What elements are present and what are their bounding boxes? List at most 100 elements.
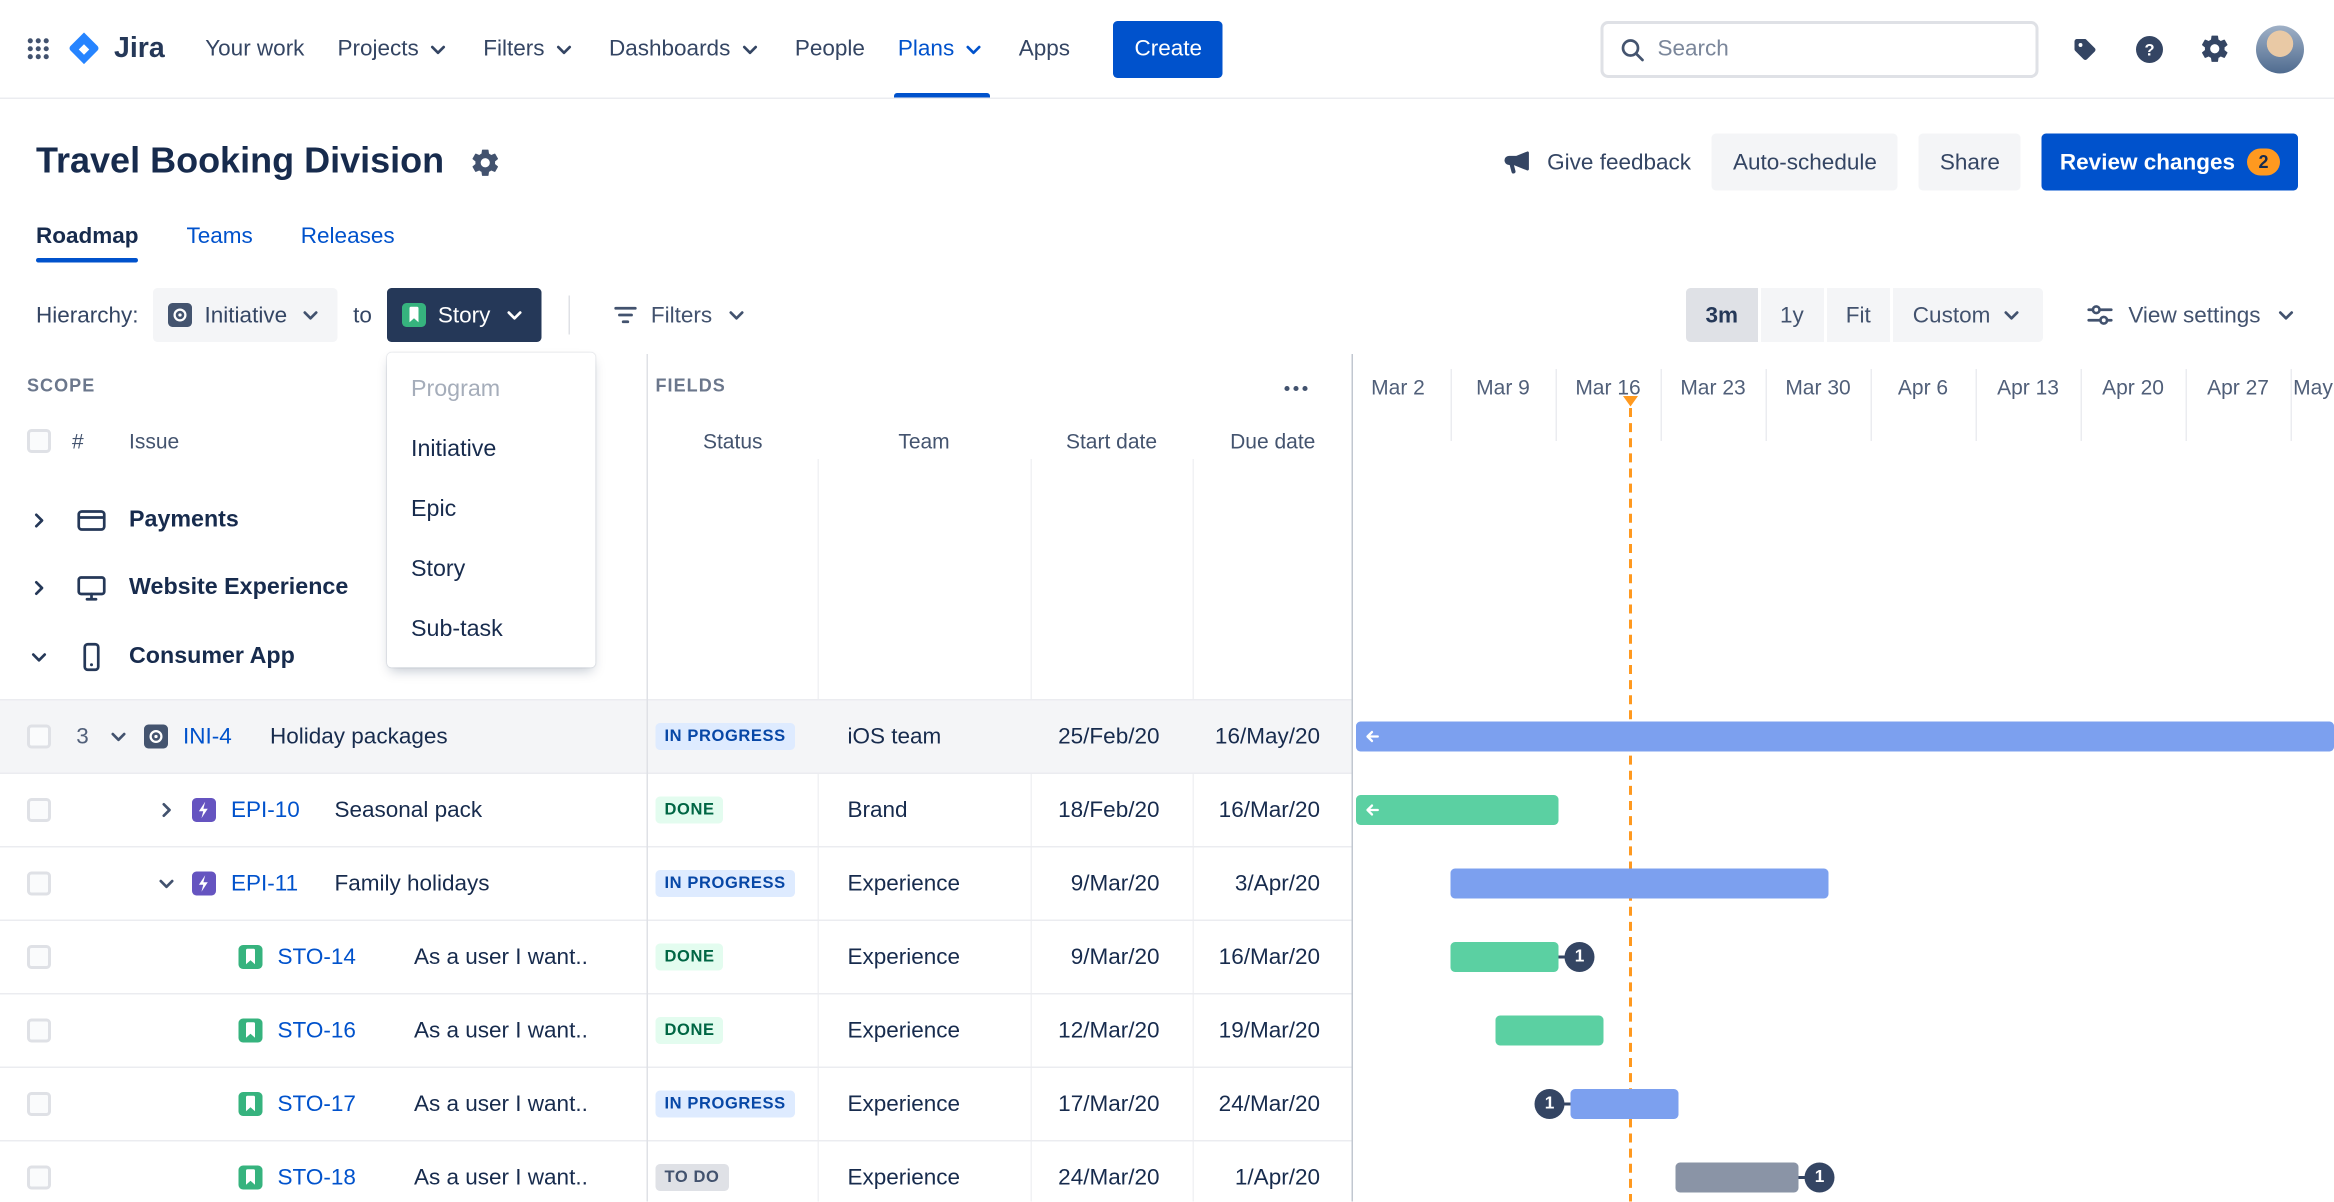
row-checkbox[interactable]: [27, 1018, 51, 1043]
menu-item-sub-task[interactable]: Sub-task: [411, 616, 503, 643]
view-settings-dropdown[interactable]: View settings: [2085, 300, 2298, 330]
hierarchy-level-menu: Program Initiative Epic Story Sub-task: [387, 352, 596, 668]
status-lozenge[interactable]: IN PROGRESS: [655, 723, 795, 750]
help-button[interactable]: ?: [2126, 25, 2174, 73]
timeline-bar-sto-18[interactable]: [1675, 1162, 1799, 1193]
auto-schedule-button[interactable]: Auto-schedule: [1712, 133, 1898, 191]
chevron-down-icon: [502, 303, 526, 327]
team-cell: Experience: [847, 1164, 961, 1191]
timeline-bar-ini-4[interactable]: [1356, 721, 2334, 752]
share-button[interactable]: Share: [1918, 133, 2021, 191]
timeline-bar-sto-16[interactable]: [1495, 1015, 1604, 1046]
status-lozenge[interactable]: DONE: [655, 796, 724, 824]
gear-icon: [470, 146, 502, 178]
dependency-badge[interactable]: 1: [1804, 1162, 1835, 1193]
nav-item-your-work[interactable]: Your work: [189, 0, 321, 98]
menu-item-initiative[interactable]: Initiative: [411, 436, 497, 463]
nav-item-plans[interactable]: Plans: [881, 0, 1002, 98]
menu-item-story[interactable]: Story: [411, 556, 466, 583]
row-checkbox[interactable]: [27, 945, 51, 969]
row-checkbox[interactable]: [27, 1092, 51, 1116]
create-button[interactable]: Create: [1113, 20, 1224, 78]
zoom-fit[interactable]: Fit: [1826, 288, 1891, 342]
timeline-bar-sto-17[interactable]: [1570, 1089, 1679, 1119]
chevron-down-icon: [2274, 303, 2298, 327]
zoom-3m[interactable]: 3m: [1686, 288, 1758, 342]
epic-type-icon: [192, 871, 216, 896]
tag-button[interactable]: [2063, 26, 2108, 71]
fields-more-button[interactable]: [1274, 366, 1319, 411]
timeline-bar-sto-14[interactable]: [1450, 942, 1559, 972]
timeline-week-label: Apr 13: [1997, 375, 2059, 399]
jira-brand[interactable]: Jira: [65, 29, 165, 68]
issue-key-link[interactable]: STO-18: [277, 1164, 356, 1191]
nav-item-projects[interactable]: Projects: [321, 0, 467, 98]
status-lozenge[interactable]: TO DO: [655, 1164, 729, 1191]
nav-item-filters[interactable]: Filters: [467, 0, 593, 98]
timeline-bar-epi-10[interactable]: [1356, 795, 1559, 825]
nav-item-people[interactable]: People: [778, 0, 881, 98]
menu-item-epic[interactable]: Epic: [411, 496, 457, 523]
issue-key-link[interactable]: STO-16: [277, 1017, 356, 1044]
status-lozenge[interactable]: DONE: [655, 943, 724, 971]
collapse-row-icon[interactable]: [155, 872, 179, 896]
row-checkbox[interactable]: [27, 724, 51, 749]
row-checkbox[interactable]: [27, 1165, 51, 1190]
tab-roadmap[interactable]: Roadmap: [36, 204, 140, 267]
filters-dropdown[interactable]: Filters: [597, 288, 763, 342]
start-date-cell: 24/Mar/20: [1058, 1164, 1160, 1191]
fields-section-label: FIELDS: [655, 375, 726, 396]
menu-item-program[interactable]: Program: [411, 376, 501, 403]
nav-item-apps[interactable]: Apps: [1002, 0, 1086, 98]
status-lozenge[interactable]: IN PROGRESS: [655, 870, 795, 897]
dependency-badge[interactable]: 1: [1564, 942, 1595, 972]
expand-row-icon[interactable]: [155, 798, 179, 822]
nav-item-label: Projects: [337, 36, 419, 62]
app-switcher-button[interactable]: [18, 29, 59, 70]
issue-summary: Family holidays: [334, 870, 490, 897]
zoom-custom[interactable]: Custom: [1893, 288, 2043, 342]
expand-group-icon[interactable]: [27, 576, 51, 600]
expand-group-icon[interactable]: [27, 509, 51, 533]
issue-key-link[interactable]: EPI-11: [231, 870, 299, 897]
start-date-cell: 17/Mar/20: [1058, 1091, 1160, 1117]
issue-key-link[interactable]: EPI-10: [231, 797, 300, 823]
scope-row-epi-10: EPI-10 Seasonal pack: [0, 772, 647, 847]
collapse-group-icon[interactable]: [27, 645, 51, 669]
row-checkbox[interactable]: [27, 871, 51, 896]
review-changes-button[interactable]: Review changes 2: [2041, 133, 2298, 191]
search-input[interactable]: [1657, 36, 2021, 62]
select-all-checkbox[interactable]: [27, 429, 51, 453]
plan-settings-button[interactable]: [462, 139, 509, 186]
issue-key-link[interactable]: STO-14: [277, 944, 356, 970]
fields-column-header-due-date: Due date: [1230, 429, 1316, 453]
zoom-1y[interactable]: 1y: [1760, 288, 1824, 342]
nav-item-dashboards[interactable]: Dashboards: [593, 0, 779, 98]
status-lozenge[interactable]: DONE: [655, 1017, 724, 1044]
collapse-row-icon[interactable]: [107, 725, 131, 749]
app-switcher-icon: [26, 36, 52, 62]
scope-row-sto-17: STO-17 As a user I want..: [0, 1066, 647, 1141]
hierarchy-from-dropdown[interactable]: Initiative: [153, 288, 339, 342]
hierarchy-to-dropdown[interactable]: Story: [386, 288, 542, 342]
dependency-badge[interactable]: 1: [1534, 1089, 1565, 1119]
timeline-bar-epi-11[interactable]: [1450, 868, 1829, 899]
scope-group-consumer-app[interactable]: Consumer App: [0, 624, 647, 690]
scope-group-payments[interactable]: Payments: [0, 488, 647, 554]
settings-button[interactable]: [2192, 26, 2239, 73]
tab-releases[interactable]: Releases: [300, 222, 395, 249]
filter-icon: [612, 302, 639, 329]
issue-key-link[interactable]: INI-4: [183, 723, 232, 750]
team-cell: Experience: [847, 870, 961, 897]
chevron-down-icon: [738, 37, 762, 61]
row-checkbox[interactable]: [27, 798, 51, 822]
user-avatar[interactable]: [2256, 24, 2304, 73]
timeline-week-label: Mar 2: [1371, 375, 1425, 399]
scope-pane: SCOPE # Issue Payments Website Experience…: [0, 354, 648, 1202]
issue-key-link[interactable]: STO-17: [277, 1091, 356, 1117]
status-lozenge[interactable]: IN PROGRESS: [655, 1090, 795, 1118]
scope-group-website-experience[interactable]: Website Experience: [0, 555, 647, 621]
give-feedback-button[interactable]: Give feedback: [1502, 146, 1691, 178]
hierarchy-to-word: to: [353, 302, 372, 328]
tab-teams[interactable]: Teams: [186, 222, 253, 249]
